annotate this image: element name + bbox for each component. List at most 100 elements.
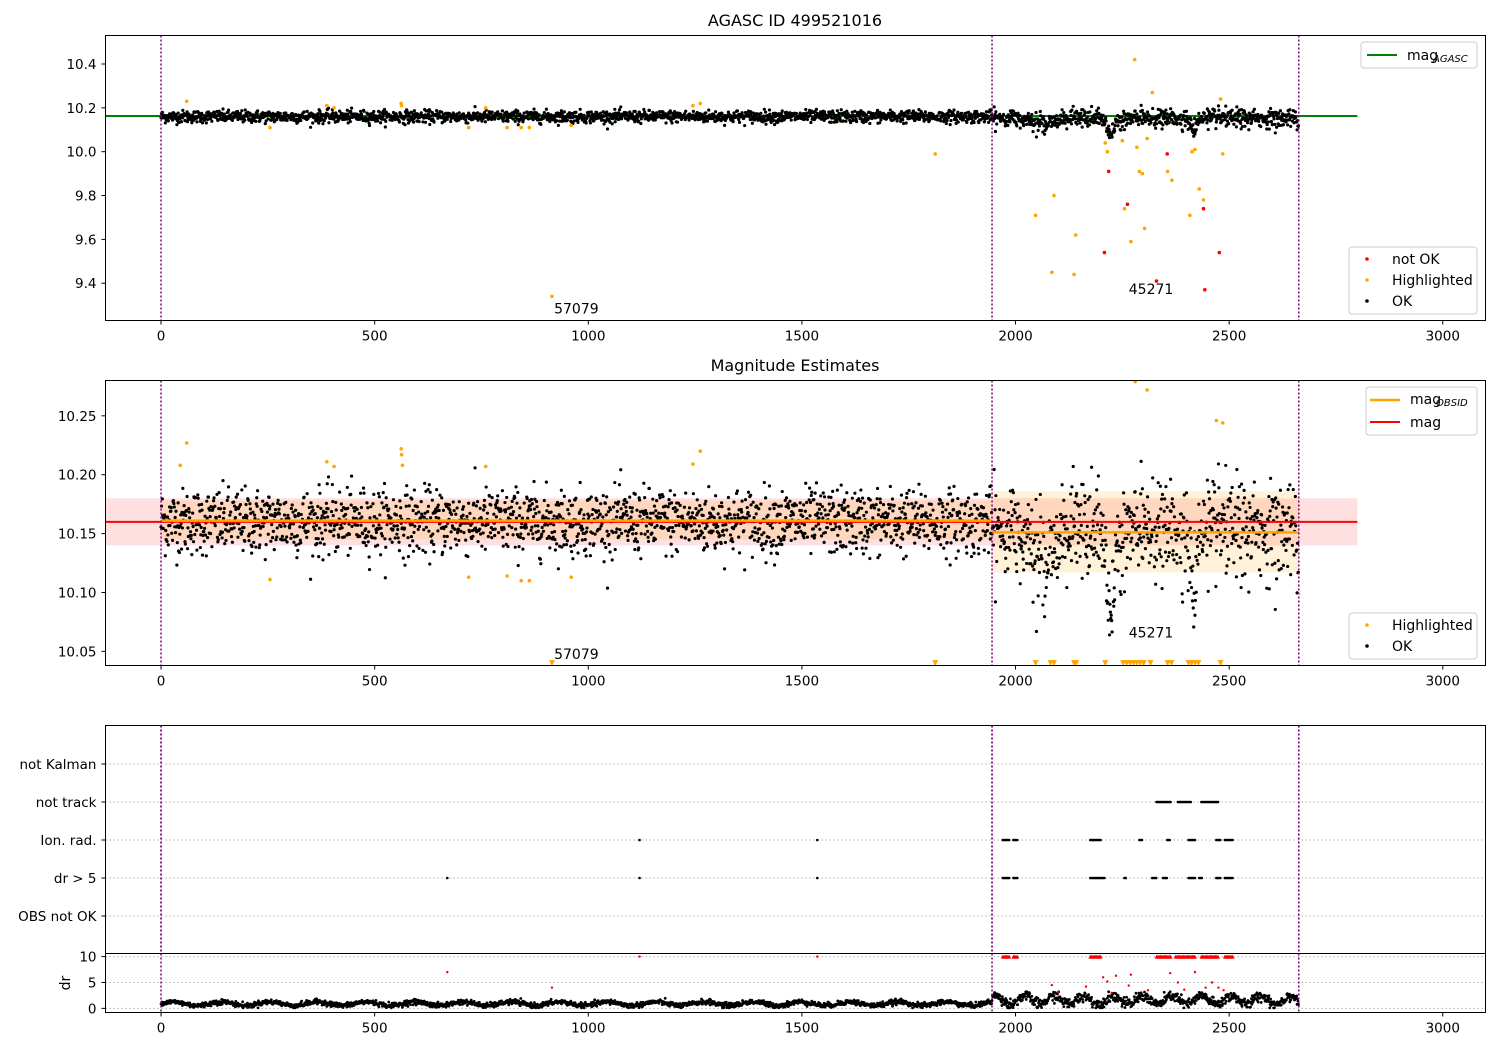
ok-point: [1069, 492, 1073, 496]
ok-point: [682, 505, 687, 509]
ok-point: [1041, 603, 1045, 607]
ok-point: [834, 525, 838, 529]
ok-point: [516, 563, 520, 568]
ok-point: [1107, 136, 1112, 140]
ok-point: [255, 109, 260, 113]
ok-point: [1232, 122, 1236, 126]
ok-point: [887, 115, 891, 119]
highlighted-point: [1190, 149, 1194, 154]
ok-point: [226, 495, 230, 499]
ok-point: [694, 529, 698, 533]
highlighted-point: [1137, 169, 1142, 174]
ok-point: [619, 105, 623, 109]
ok-point: [850, 496, 854, 500]
ok-point: [1080, 125, 1084, 129]
ok-point: [544, 107, 549, 111]
ok-point: [861, 538, 865, 542]
ok-point: [956, 496, 960, 501]
ok-point: [897, 527, 901, 531]
ok-point: [381, 114, 385, 119]
ok-point: [863, 525, 868, 529]
ok-point: [1026, 111, 1030, 116]
ok-point: [257, 523, 261, 527]
ok-point: [170, 118, 175, 122]
ok-point: [761, 547, 765, 551]
ok-point: [213, 524, 217, 528]
ok-point: [165, 539, 169, 544]
ok-point: [576, 551, 580, 555]
ok-point: [714, 494, 718, 498]
ok-point: [301, 502, 305, 506]
ok-point: [844, 119, 848, 123]
ok-point: [924, 511, 928, 515]
ok-point: [228, 513, 232, 517]
ok-point: [212, 496, 216, 500]
ok-point: [963, 512, 967, 516]
ok-point: [561, 529, 565, 534]
ok-point: [958, 530, 963, 534]
ok-point: [614, 515, 619, 519]
ok-point: [601, 493, 605, 498]
ok-point: [203, 533, 208, 537]
ok-point: [480, 119, 484, 123]
ok-point: [675, 550, 680, 554]
ok-point: [499, 113, 503, 117]
ok-point: [486, 534, 490, 539]
ok-point: [1054, 536, 1058, 540]
ok-point: [1143, 112, 1147, 116]
panel-1-legend-line: mag AGASC: [1360, 41, 1478, 69]
ok-point: [899, 493, 904, 497]
ok-point: [275, 535, 279, 539]
ok-point: [802, 523, 807, 527]
ok-point: [1083, 500, 1087, 505]
ok-point: [972, 545, 976, 549]
ok-point: [1070, 485, 1074, 489]
ok-point: [935, 114, 939, 118]
ok-point: [277, 512, 281, 516]
ok-point: [1103, 559, 1107, 563]
ok-point: [595, 498, 599, 502]
ok-point: [682, 112, 687, 116]
ok-point: [805, 111, 809, 115]
ok-point: [299, 541, 303, 545]
ok-point: [366, 540, 370, 544]
ok-point: [542, 111, 546, 115]
ok-point: [427, 529, 431, 533]
ok-point: [271, 502, 275, 506]
ok-point: [1069, 113, 1073, 118]
ok-point: [1082, 512, 1086, 516]
ok-point: [1093, 538, 1097, 542]
highlighted-point: [399, 103, 404, 108]
ok-point: [1028, 537, 1033, 541]
ok-point: [946, 115, 951, 120]
ok-point: [177, 550, 182, 555]
ok-point: [604, 545, 608, 550]
ok-point: [368, 516, 372, 520]
ok-point: [357, 511, 361, 516]
ok-point: [269, 539, 273, 543]
ok-point: [794, 111, 798, 116]
ok-point: [1066, 548, 1071, 552]
ok-point: [877, 508, 881, 512]
ok-point: [466, 121, 470, 125]
ok-point: [1265, 127, 1269, 131]
ok-point: [1065, 585, 1069, 590]
ok-point: [324, 501, 328, 505]
ok-point: [676, 514, 680, 519]
ok-point: [718, 114, 722, 118]
ok-point: [287, 516, 291, 521]
x-tick-label: 500: [362, 329, 388, 345]
ok-point: [199, 525, 203, 530]
ok-point: [440, 550, 445, 554]
ok-point: [890, 497, 895, 501]
ok-point: [210, 545, 214, 549]
ok-point: [1189, 127, 1194, 131]
ok-point: [546, 503, 550, 508]
ok-point: [735, 109, 739, 113]
ok-point: [574, 496, 578, 500]
ok-point: [281, 538, 285, 542]
ok-point: [1021, 557, 1025, 561]
ok-point: [1048, 545, 1052, 549]
ok-point: [350, 524, 354, 528]
ok-point: [865, 539, 869, 543]
